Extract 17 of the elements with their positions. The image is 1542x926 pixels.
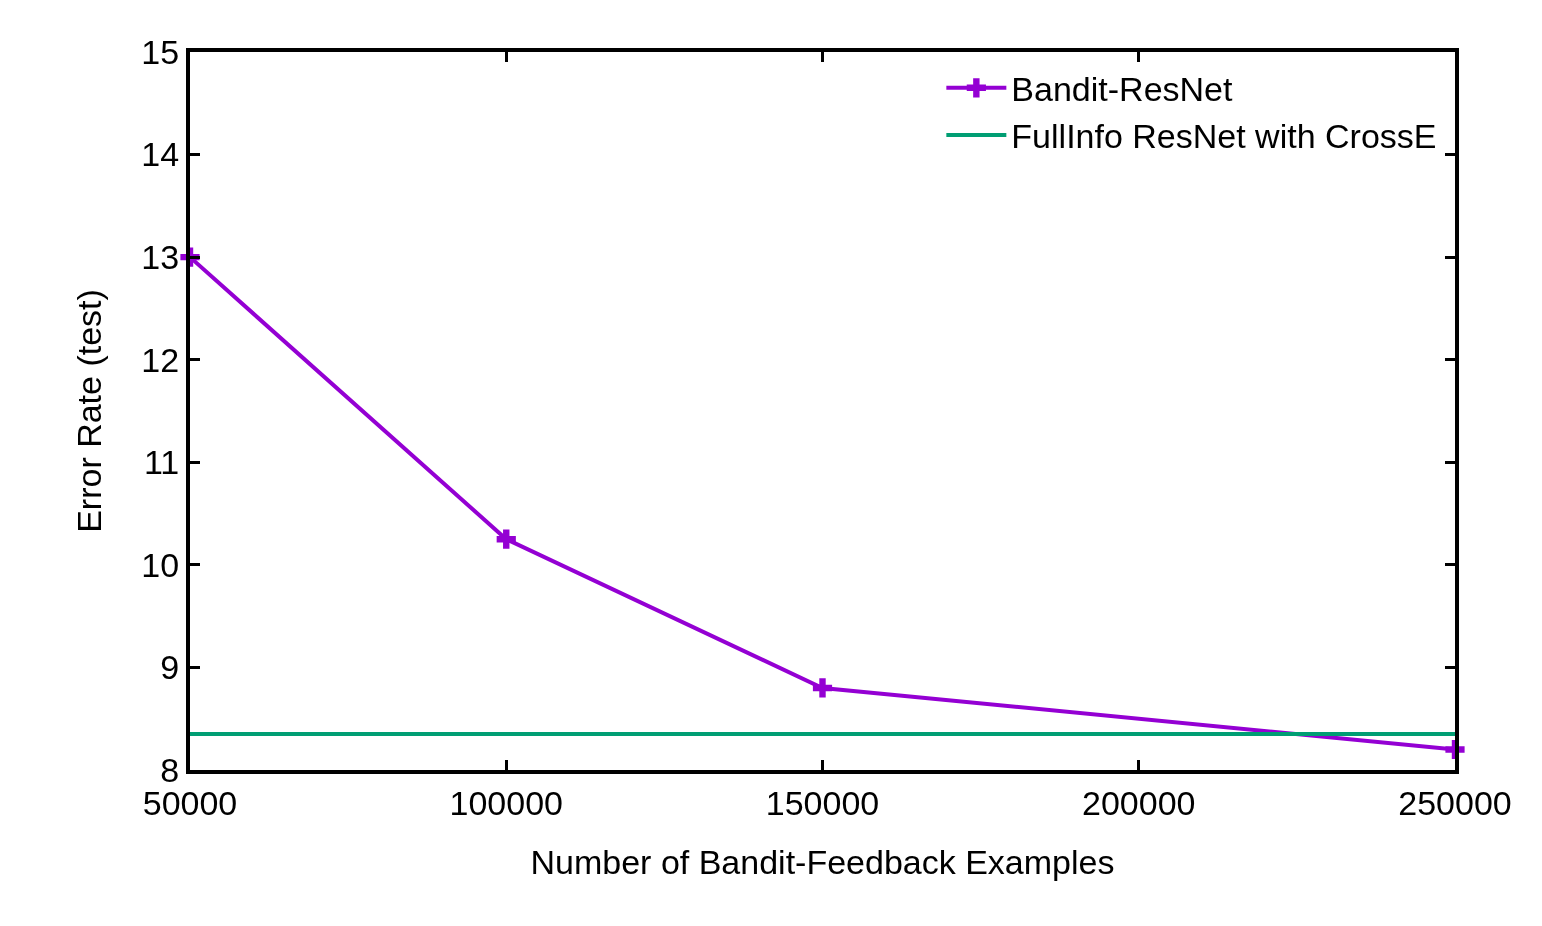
x-axis-title: Number of Bandit-Feedback Examples: [530, 842, 1115, 881]
y-tick-label: 10: [141, 545, 180, 584]
y-tick-label: 14: [141, 135, 180, 174]
x-tick-label: 200000: [1082, 783, 1196, 822]
y-tick-label: 13: [141, 238, 180, 277]
y-tick-label: 15: [141, 32, 180, 71]
legend-label: FullInfo ResNet with CrossE: [1011, 117, 1437, 156]
y-tick-label: 9: [160, 648, 180, 687]
x-tick-label: 250000: [1398, 783, 1512, 822]
x-tick-label: 150000: [765, 783, 880, 822]
y-axis-title: Error Rate (test): [70, 289, 109, 533]
x-tick-label: 100000: [449, 783, 563, 822]
point: [812, 678, 833, 698]
y-tick-label: 12: [141, 340, 180, 379]
point: [496, 529, 516, 549]
y-tick-label: 11: [143, 443, 180, 482]
legend-label: Bandit-ResNet: [1011, 70, 1233, 109]
